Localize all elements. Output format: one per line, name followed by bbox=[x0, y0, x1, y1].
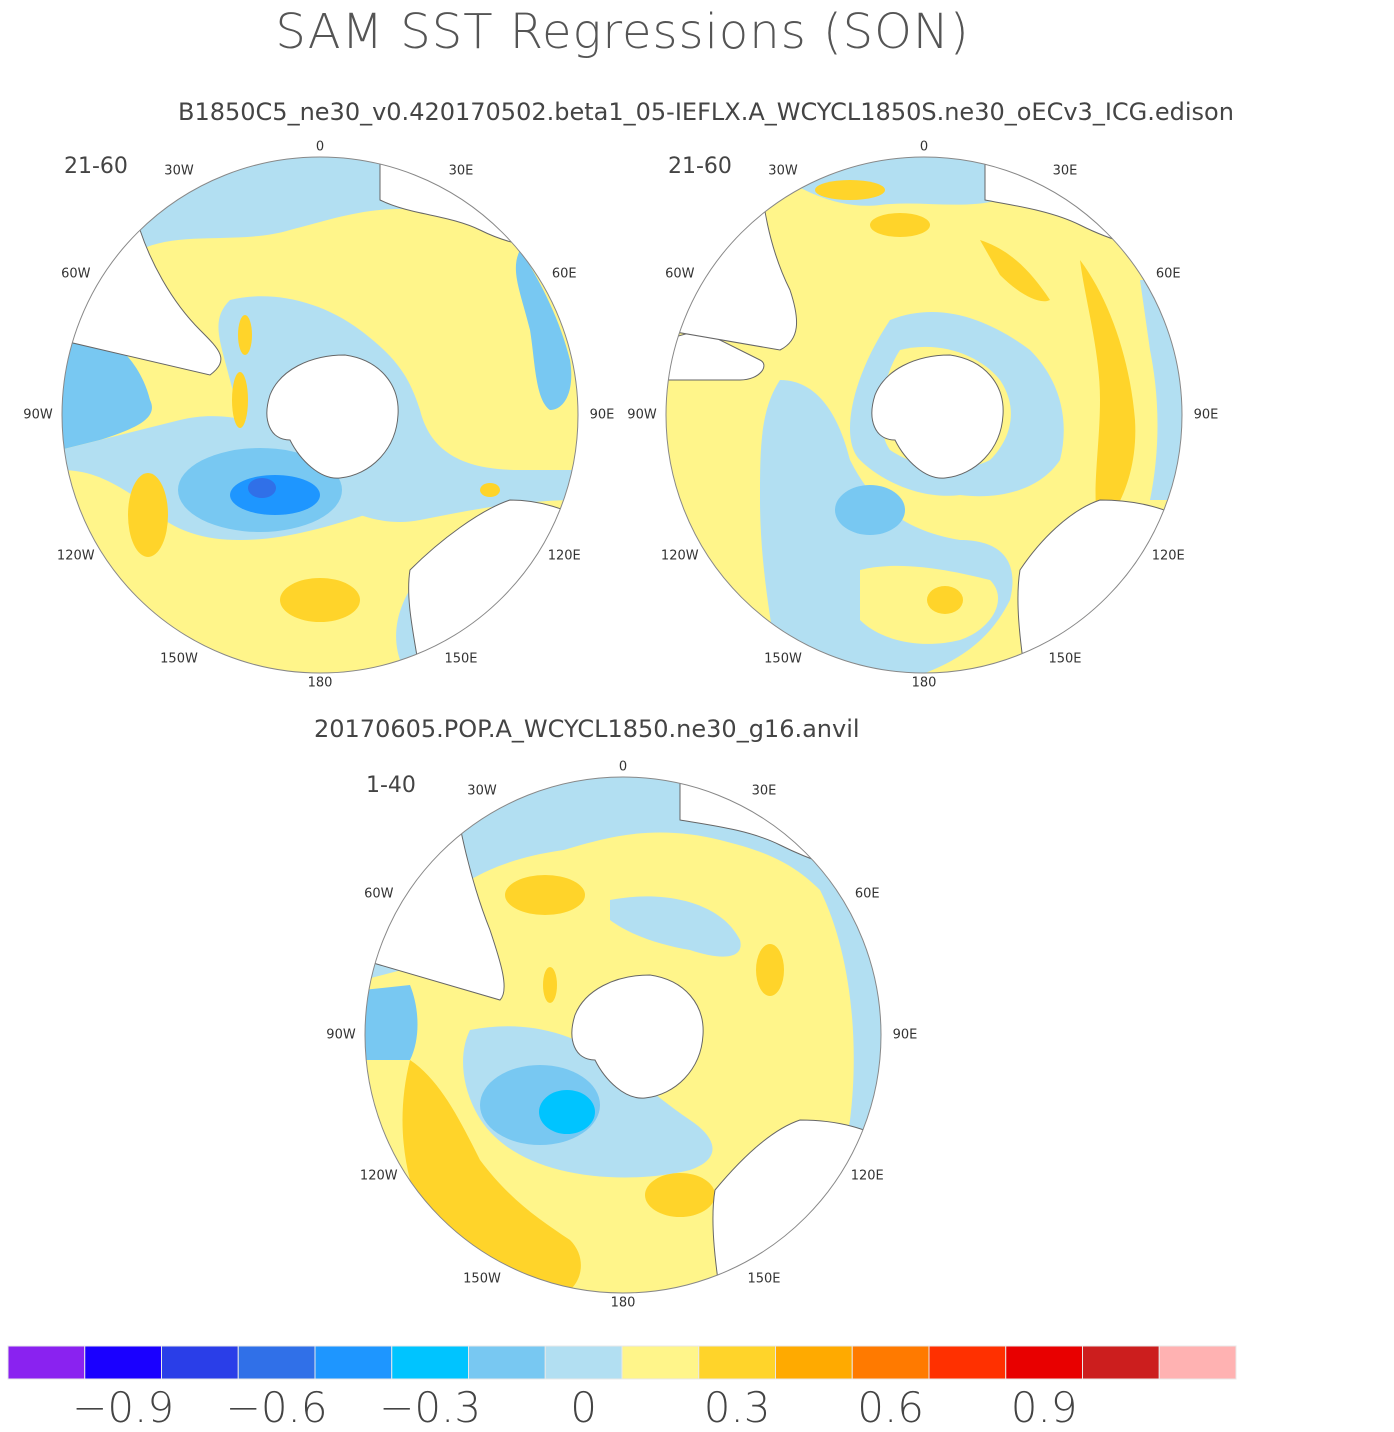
period-label-p1: 21-60 bbox=[64, 154, 128, 179]
map-panel-2 bbox=[666, 157, 1182, 673]
lon-label-p3-150e: 150E bbox=[747, 1271, 781, 1287]
land-antarctica bbox=[571, 974, 704, 1099]
colorbar-swatch bbox=[851, 1345, 930, 1380]
lon-label-p3-60w: 60W bbox=[364, 886, 394, 902]
lon-label-p3-90e: 90E bbox=[892, 1027, 918, 1043]
lon-label-p2-60e: 60E bbox=[1155, 266, 1181, 282]
map-panel-1 bbox=[62, 157, 578, 673]
lon-label-p3-0: 0 bbox=[618, 759, 628, 775]
colorbar-tick-label: −0.6 bbox=[225, 1383, 328, 1432]
lon-label-p2-150w: 150W bbox=[764, 651, 802, 667]
period-label-p3: 1-40 bbox=[366, 773, 416, 798]
colorbar-tick-label: 0.9 bbox=[1010, 1383, 1078, 1432]
lon-label-p1-0: 0 bbox=[315, 139, 325, 155]
lon-label-p2-180: 180 bbox=[911, 675, 937, 691]
colorbar-tick-label: 0 bbox=[570, 1383, 597, 1432]
lon-label-p3-60e: 60E bbox=[854, 886, 880, 902]
field-positive-region bbox=[280, 578, 360, 622]
lon-label-p1-150e: 150E bbox=[444, 651, 478, 667]
lon-label-p3-30w: 30W bbox=[467, 783, 497, 799]
lon-label-p2-60w: 60W bbox=[665, 266, 695, 282]
colorbar-swatch bbox=[928, 1345, 1007, 1380]
colorbar-swatch bbox=[621, 1345, 700, 1380]
colorbar-swatch bbox=[314, 1345, 393, 1380]
lon-label-p3-180: 180 bbox=[610, 1295, 636, 1311]
lon-label-p2-120w: 120W bbox=[660, 548, 699, 564]
map-boundary-p3 bbox=[364, 776, 882, 1294]
lon-label-p1-90w: 90W bbox=[23, 407, 53, 423]
lon-label-p3-120e: 120E bbox=[850, 1168, 884, 1184]
lon-label-p2-30e: 30E bbox=[1052, 163, 1078, 179]
lon-label-p2-0: 0 bbox=[919, 139, 929, 155]
lon-label-p1-90e: 90E bbox=[589, 407, 615, 423]
lon-label-p3-120w: 120W bbox=[359, 1168, 398, 1184]
lon-label-p2-150e: 150E bbox=[1048, 651, 1082, 667]
lon-label-p1-30w: 30W bbox=[164, 163, 194, 179]
figure-title: SAM SST Regressions (SON) bbox=[275, 4, 970, 60]
colorbar-tick-label: −0.3 bbox=[379, 1383, 482, 1432]
lon-label-p1-150w: 150W bbox=[160, 651, 198, 667]
colorbar-swatch bbox=[698, 1345, 776, 1380]
lon-label-p1-180: 180 bbox=[307, 675, 333, 691]
lon-label-p3-150w: 150W bbox=[463, 1271, 501, 1287]
colorbar-swatch bbox=[84, 1345, 162, 1380]
colorbar-swatch bbox=[237, 1345, 316, 1380]
lon-label-p3-90w: 90W bbox=[326, 1027, 356, 1043]
run-label-top: B1850C5_ne30_v0.420170502.beta1_05-IEFLX… bbox=[178, 98, 1234, 126]
colorbar bbox=[7, 1345, 1237, 1380]
lon-label-p3-30e: 30E bbox=[751, 783, 777, 799]
lon-label-p1-60w: 60W bbox=[61, 266, 91, 282]
land-antarctica bbox=[871, 354, 1004, 479]
colorbar-swatch bbox=[544, 1345, 623, 1380]
lon-label-p2-30w: 30W bbox=[768, 163, 798, 179]
lon-label-p1-120w: 120W bbox=[56, 548, 95, 564]
field-negative-region bbox=[835, 485, 905, 535]
colorbar-swatch bbox=[1082, 1345, 1160, 1380]
lon-label-p2-90w: 90W bbox=[627, 407, 657, 423]
field-negative-region bbox=[539, 1090, 595, 1134]
colorbar-swatch bbox=[1005, 1345, 1083, 1380]
lon-label-p1-120e: 120E bbox=[547, 548, 581, 564]
colorbar-swatch bbox=[468, 1345, 546, 1380]
colorbar-swatch bbox=[7, 1345, 86, 1380]
lon-label-p1-30e: 30E bbox=[448, 163, 474, 179]
colorbar-swatch bbox=[775, 1345, 853, 1380]
field-negative-region bbox=[230, 475, 320, 515]
map-panel-3 bbox=[365, 777, 881, 1293]
period-label-p2: 21-60 bbox=[668, 154, 732, 179]
map-boundary-p1 bbox=[61, 156, 579, 674]
run-label-bottom: 20170605.POP.A_WCYCL1850.ne30_g16.anvil bbox=[314, 715, 860, 743]
field-positive-region bbox=[128, 473, 168, 557]
colorbar-tick-label: 0.3 bbox=[703, 1383, 771, 1432]
map-boundary-p2 bbox=[665, 156, 1183, 674]
field-negative-region bbox=[62, 320, 152, 450]
colorbar-tick-label: 0.6 bbox=[857, 1383, 925, 1432]
field-positive-region bbox=[1080, 260, 1136, 530]
colorbar-tick-label: −0.9 bbox=[72, 1383, 175, 1432]
colorbar-swatch bbox=[161, 1345, 239, 1380]
colorbar-swatch bbox=[391, 1345, 469, 1380]
land-antarctica bbox=[266, 354, 399, 479]
colorbar-swatch bbox=[1158, 1345, 1237, 1380]
lon-label-p1-60e: 60E bbox=[551, 266, 577, 282]
lon-label-p2-120e: 120E bbox=[1151, 548, 1185, 564]
lon-label-p2-90e: 90E bbox=[1193, 407, 1219, 423]
